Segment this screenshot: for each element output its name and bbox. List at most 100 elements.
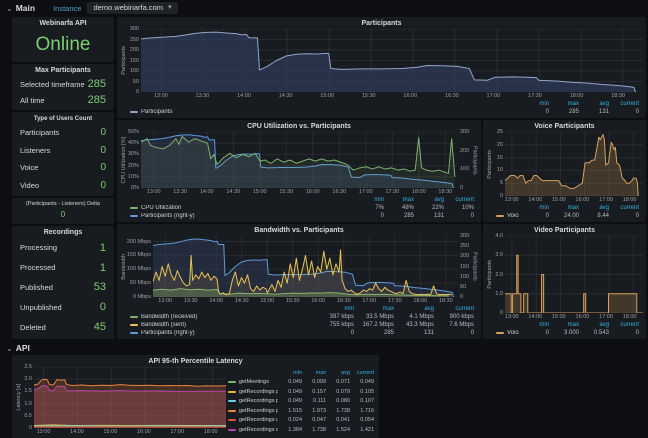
axis-tick-label: 300: [460, 233, 469, 239]
legend-row[interactable]: Participants (right-y)02851310: [120, 329, 478, 337]
axis-tick-label: 4.0: [495, 233, 503, 239]
axis-tick-label: 17:00: [599, 314, 613, 320]
participants-plot[interactable]: [141, 29, 643, 92]
series-color-swatch-icon: [228, 410, 236, 412]
legend-row[interactable]: Participants02851310: [120, 108, 643, 116]
panel-title[interactable]: Recordings: [15, 228, 111, 238]
axis-tick-label: 3.0: [495, 252, 503, 258]
legend-series-label[interactable]: getRecordings deleted: [228, 427, 278, 433]
legend-row[interactable]: getMeetings0.0490.0990.0710.049: [226, 378, 376, 388]
legend-series-label[interactable]: CPU Utilization: [130, 205, 354, 211]
row-header-main[interactable]: ⌄ Main: [6, 3, 35, 13]
legend-stat-value: 0.107: [350, 398, 374, 404]
legend-row[interactable]: Participants (right-y)02851310: [120, 212, 478, 220]
axis-tick-label: 0.5: [24, 413, 32, 419]
panel-title[interactable]: (Participants - Listeners) Delta: [15, 200, 111, 207]
panel-title[interactable]: Bandwidth vs. Participants: [120, 226, 478, 236]
axis-tick-label: 14:00: [528, 197, 542, 203]
panel-title[interactable]: Max Participants: [15, 66, 111, 76]
stat-label: Processed: [20, 263, 55, 272]
legend-stat-value: 1.738: [326, 408, 350, 414]
legend-stat-header: current: [444, 197, 474, 203]
legend-series-label[interactable]: Bandwidth (received): [130, 314, 314, 320]
axis-tick-label: 15:00: [552, 314, 566, 320]
stat-value: 45: [94, 321, 106, 333]
axis-tick-label: 17:00: [487, 93, 501, 99]
legend-row[interactable]: getRecordings processed0.0490.1110.0800.…: [226, 397, 376, 407]
cpu-plot[interactable]: [141, 132, 458, 188]
stat-label: Participants: [20, 128, 59, 137]
legend-stat-value: 0.071: [326, 379, 350, 385]
legend-series-label[interactable]: Participants: [130, 109, 519, 115]
panel-title[interactable]: Webinarfa API: [15, 19, 111, 29]
legend-stat-header: max: [549, 205, 579, 211]
legend-stat-value: 0.105: [350, 389, 374, 395]
axis-tick-label: 14:30: [235, 298, 249, 304]
instance-dropdown[interactable]: demo.webinarfa.com ▾: [87, 2, 177, 14]
legend-stat-value: 1.716: [350, 408, 374, 414]
legend-stat-header: current: [609, 205, 639, 211]
panel-title[interactable]: API 95-th Percentile Latency: [15, 357, 376, 367]
legend-stat-value: 7.6 Mbps: [434, 322, 474, 328]
legend-series-label[interactable]: Voice participants: [496, 213, 519, 219]
legend-stat-value: 0.024: [278, 417, 302, 423]
legend-row[interactable]: getRecordings published1.5151.9731.7381.…: [226, 406, 376, 416]
axis-tick-label: 100: [460, 166, 469, 172]
axis-tick-label: 13:00: [505, 197, 519, 203]
right-y-axis-ticks: 0100200300: [458, 132, 471, 188]
y-axis-title: Latency [s]: [15, 367, 22, 428]
legend-stat-value: 48%: [384, 205, 414, 211]
legend-stat-value: 7%: [354, 205, 384, 211]
y-axis-ticks: 0510152025: [493, 132, 505, 196]
stat-row: Participants 0: [15, 124, 111, 142]
axis-tick-label: 20%: [128, 163, 139, 169]
legend-series-label[interactable]: Participants (right-y): [130, 213, 354, 219]
stat-row: Processed 1: [15, 258, 111, 278]
legend-series-label[interactable]: Voice participants: [496, 330, 519, 336]
legend-row[interactable]: getRecordings processing0.0490.1570.0790…: [226, 387, 376, 397]
legend-stat-header: avg: [579, 205, 609, 211]
axis-tick-label: 30%: [128, 151, 139, 157]
panel-title[interactable]: Type of Users Count: [15, 114, 111, 124]
legend-stat-header: min: [519, 205, 549, 211]
legend-stat-header: current: [609, 322, 639, 328]
axis-tick-label: 18:30: [438, 189, 452, 195]
axis-tick-label: 1.0: [495, 291, 503, 297]
panel-title[interactable]: CPU Utilization vs. Participants: [120, 122, 478, 132]
legend-stat-value: 900 kbps: [434, 314, 474, 320]
legend-series-label[interactable]: Participants (right-y): [130, 330, 314, 336]
axis-tick-label: 0: [500, 310, 503, 316]
legend-row[interactable]: CPU Utilization7%48%22%10%: [120, 204, 478, 212]
legend-series-label[interactable]: getRecordings processing: [228, 389, 278, 395]
bandwidth-plot[interactable]: [153, 236, 458, 297]
axis-tick-label: 15: [497, 155, 503, 161]
y-axis-title: CPU Utilization [%]: [120, 132, 127, 188]
legend-stat-header: avg: [579, 101, 609, 107]
legend-series-label[interactable]: getRecordings processed: [228, 398, 278, 404]
panel-title[interactable]: Participants: [120, 19, 643, 29]
legend-series-label[interactable]: Bandwidth (sent): [130, 322, 314, 328]
video-plot[interactable]: [505, 236, 643, 313]
legend-series-label[interactable]: getRecordings unpublished: [228, 417, 278, 423]
legend-stat-value: 0.049: [278, 398, 302, 404]
axis-tick-label: 15:00: [253, 189, 267, 195]
legend-row[interactable]: getRecordings unpublished0.0240.0470.041…: [226, 416, 376, 426]
legend-series-label[interactable]: getMeetings: [228, 379, 278, 385]
panel-title[interactable]: Video Participants: [486, 226, 643, 236]
axis-tick-label: 150 Mbps: [127, 252, 151, 258]
stat-row: All time 285: [15, 92, 111, 108]
legend-row[interactable]: Voice participants024.008.440: [486, 212, 643, 220]
axis-tick-label: 14:30: [279, 93, 293, 99]
legend-row[interactable]: Voice participants03.0000.5430: [486, 329, 643, 337]
legend-row[interactable]: Bandwidth (sent)755 kbps167.2 Mbps43.3 M…: [120, 321, 478, 329]
voice-plot[interactable]: [505, 132, 643, 196]
legend-series-label[interactable]: getRecordings published: [228, 408, 278, 414]
series-color-swatch-icon: [228, 400, 236, 402]
legend-row[interactable]: Bandwidth (received)397 kbps33.5 Mbps4.1…: [120, 313, 478, 321]
series-color-swatch-icon: [130, 332, 138, 334]
panel-title[interactable]: Voice Participants: [486, 122, 643, 132]
panel-video-chart: Video Participants Participants 01.02.03…: [483, 224, 646, 339]
row-header-api[interactable]: ⌄ API: [6, 343, 30, 353]
legend-row[interactable]: getRecordings deleted1.3841.7381.5241.42…: [226, 425, 376, 435]
api-latency-plot[interactable]: [34, 367, 226, 428]
